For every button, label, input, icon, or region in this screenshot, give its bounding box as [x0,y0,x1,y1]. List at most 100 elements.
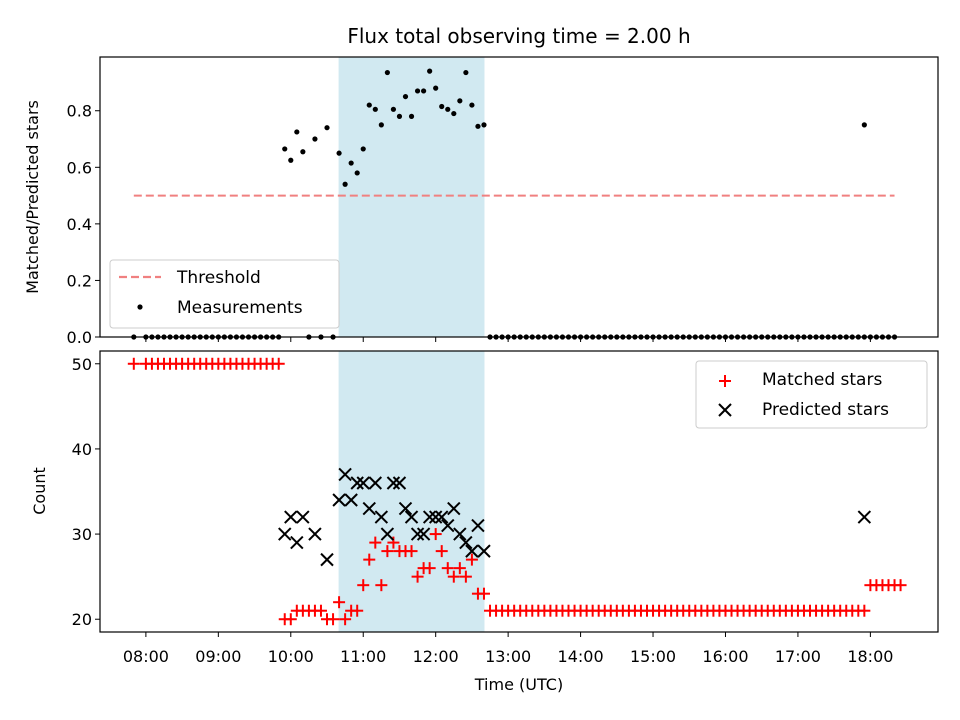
top-y-tick-label: 0.6 [67,158,92,177]
measurement-point [390,106,397,112]
matched-point [429,528,442,541]
measurement-point [463,69,469,76]
predicted-point [386,476,401,490]
predicted-point [857,510,872,524]
predicted-point [435,510,449,524]
predicted-point [332,493,346,507]
x-axis-label: Time (UTC) [474,675,563,694]
bottom-plot-area [127,357,907,626]
matched-legend-marker [719,375,731,387]
x-tick-label: 14:00 [558,647,604,666]
predicted-point [338,467,352,482]
x-tick-label: 16:00 [702,647,748,666]
predicted-point [392,476,407,490]
predicted-point [453,527,467,541]
predicted-point [296,510,310,524]
bottom-highlight-span [338,350,485,633]
measurement-point [451,110,457,117]
measurement-point [372,106,378,112]
matched-point [459,570,472,583]
predicted-point [380,527,395,541]
x-tick-label: 11:00 [340,647,386,666]
matched-point [127,357,140,370]
measurement-point [421,88,427,94]
measurement-point [433,85,439,91]
top-y-tick-label: 0.2 [67,271,92,290]
x-tick-label: 13:00 [485,647,531,666]
predicted-point [368,476,383,490]
matched-point [339,613,352,626]
matched-point [405,545,418,558]
matched-point [333,596,346,609]
matched-point [453,562,466,575]
measurement-point [348,160,354,166]
matched-point [447,570,460,583]
bottom-legend: Matched stars Predicted stars [695,360,928,429]
matched-point [465,553,478,566]
bottom-x-axis: 08:00 09:00 10:00 11:00 12:00 13:00 14:00 15:00… [123,632,893,666]
x-tick-label: 12:00 [413,647,459,666]
predicted-point [290,535,304,550]
bottom-y-tick-label: 40 [72,440,92,459]
predicted-point [404,510,419,524]
top-y-tick-label: 0.4 [67,215,92,234]
matched-point [351,604,364,617]
predicted-point [416,527,431,541]
measurement-point [312,136,318,142]
predicted-point [410,527,425,541]
chart-title: Flux total observing time = 2.00 h [347,24,690,48]
measurement-point [294,129,300,135]
measurement-point [378,122,384,128]
top-highlight-span [338,56,485,338]
measurement-point [469,102,475,108]
matched-point [272,357,285,370]
measurement-point [360,146,366,152]
matched-point [387,536,400,549]
measurement-point [475,123,481,129]
top-x-axis [145,337,871,342]
matched-point [435,545,448,558]
legend-threshold-label: Threshold [176,268,261,288]
predicted-point [374,510,389,524]
measurement-point [324,125,330,131]
bottom-y-axis: 20 30 40 50 [72,355,100,629]
bottom-axes-frame [99,350,939,633]
predicted-legend-marker [718,403,732,417]
top-y-tick-label: 0.8 [67,102,92,121]
predicted-point [284,510,298,524]
predicted-point [477,544,491,558]
measurement-point [414,88,421,94]
measurement-point [342,181,348,187]
top-legend: Threshold Measurements [109,259,340,329]
measurement-point [481,122,487,128]
matched-point [477,587,490,600]
measurement-point [396,113,403,119]
measurement-point [861,122,867,128]
predicted-point [398,501,413,516]
bottom-y-tick-label: 30 [72,525,92,544]
measurement-point [300,149,306,155]
matched-point [858,604,871,617]
bottom-y-tick-label: 20 [72,610,92,629]
predicted-point [465,544,479,558]
predicted-point [344,493,358,507]
measurements-legend-marker [137,304,143,310]
x-tick-label: 10:00 [268,647,314,666]
bottom-y-axis-label: Count [30,467,49,515]
measurement-point [457,98,463,104]
legend-measurements-label: Measurements [177,298,303,318]
x-tick-label: 17:00 [775,647,821,666]
measurement-point [282,146,288,152]
predicted-point [320,552,334,567]
matched-point [441,562,454,575]
measurement-point [427,68,433,74]
predicted-point [428,510,443,524]
legend-predicted-label: Predicted stars [762,400,889,420]
matched-point [411,570,424,583]
matched-point [375,579,388,592]
bottom-y-tick-label: 50 [72,355,92,374]
measurement-point [445,106,451,112]
x-tick-label: 15:00 [630,647,676,666]
x-tick-label: 08:00 [123,647,169,666]
